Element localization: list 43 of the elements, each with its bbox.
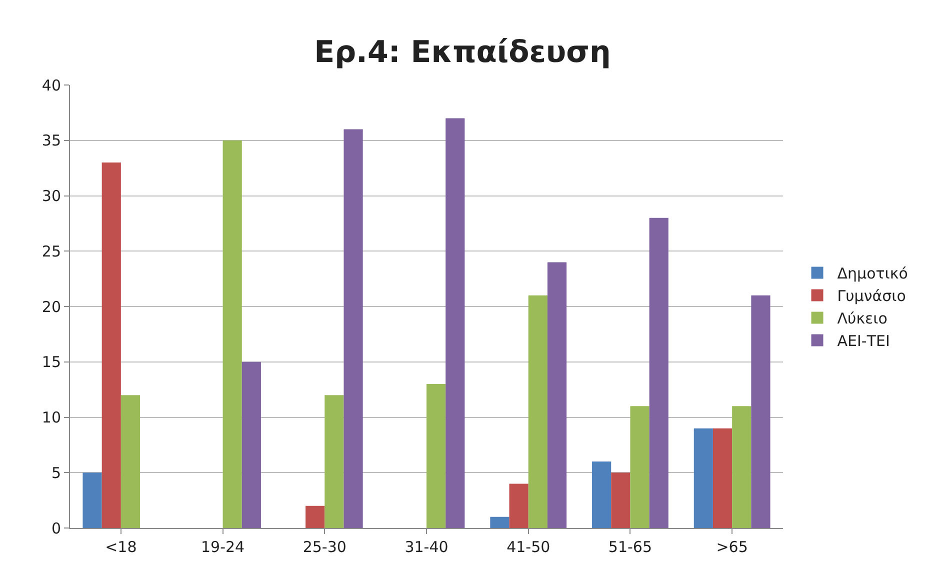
y-tick-label: 20 [42,298,61,316]
legend-label: Λύκειο [837,310,888,328]
bar [306,506,325,528]
bar [509,484,528,528]
legend-label: Γυμνάσιο [837,287,906,306]
y-tick-label: 40 [42,76,61,94]
chart-title: Ερ.4: Εκπαίδευση [314,35,611,70]
bar [547,262,567,528]
bar [344,129,363,528]
y-tick-label: 10 [42,408,61,426]
bar [82,472,102,528]
bar [751,295,770,528]
y-tick-label: 35 [42,132,61,150]
x-tick-label: 31-40 [404,538,448,556]
bar [712,428,732,528]
bar [592,462,612,528]
y-tick-label: 25 [42,242,61,260]
bar [490,516,510,528]
bar [528,295,548,528]
legend-label: Δημοτικό [837,264,908,283]
bar [446,118,465,528]
x-tick-label: >65 [716,538,748,556]
bar [649,218,668,528]
bar [242,362,261,528]
bar [102,162,121,528]
bar [324,395,344,528]
y-tick-label: 15 [42,353,61,372]
bar [222,140,242,528]
bar [611,472,630,528]
bar [630,406,650,528]
legend-label: ΑΕΙ-ΤΕΙ [837,332,890,350]
x-tick-label: 51-65 [608,538,652,556]
bar [694,428,713,528]
y-tick-label: 0 [51,519,61,538]
bar [732,406,752,528]
x-tick-label: 25-30 [302,538,346,556]
bar [120,395,140,528]
y-tick-label: 5 [51,464,61,482]
y-tick-label: 30 [42,187,61,205]
x-tick-label: 19-24 [200,538,245,556]
bar [426,384,446,528]
x-tick-label: 41-50 [506,538,550,556]
x-tick-label: <18 [105,538,137,556]
